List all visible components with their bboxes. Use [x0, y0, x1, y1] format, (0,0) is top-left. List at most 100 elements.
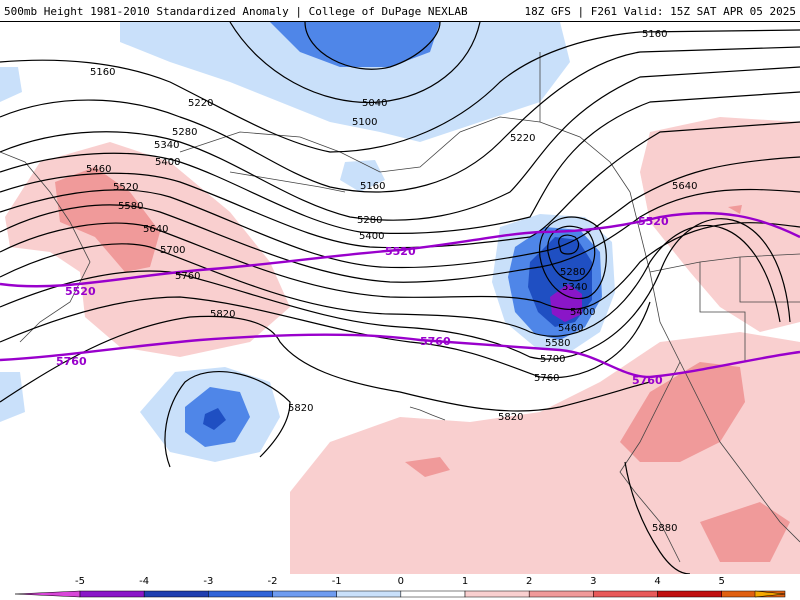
contour-5460: [0, 156, 800, 269]
negative-anomaly-fills: [0, 22, 615, 462]
colorbar-tick-label: -4: [139, 576, 149, 587]
contour-label: 5100: [352, 117, 377, 128]
contour-label: 5460: [86, 164, 111, 175]
colorbar-end-arrow: [754, 590, 786, 598]
contour-5880: [624, 461, 691, 574]
colorbar-swatch-group: [14, 590, 786, 598]
colorbar-tick-label: 1: [462, 576, 468, 587]
pos-anomaly-mid-small: [728, 205, 742, 214]
contour-low-ring-1: [547, 225, 596, 282]
highlight-label: 5520: [638, 215, 669, 228]
contour-5640: [0, 225, 781, 337]
colorbar-tick-label: 3: [590, 576, 596, 587]
pos-anomaly-mid-hawaii: [405, 457, 450, 477]
contour-label: 5160: [360, 181, 385, 192]
highlight-label: 5760: [56, 355, 87, 368]
neg-anomaly-light-north: [120, 22, 570, 142]
contour-label: 5400: [155, 157, 180, 168]
colorbar-swatch: [400, 590, 466, 598]
contour-label: 5760: [534, 373, 559, 384]
contour-label: 5820: [210, 309, 235, 320]
neg-anomaly-deep-subtropical: [203, 408, 226, 430]
contour-label: 5460: [558, 323, 583, 334]
pos-anomaly-mid-california: [620, 362, 745, 462]
contour-label: 5640: [672, 181, 697, 192]
neg-anomaly-light-left: [0, 67, 22, 102]
colorbar-swatch: [208, 590, 273, 598]
contour-label: 5700: [160, 245, 185, 256]
border-canada-us: [649, 253, 800, 273]
pos-anomaly-mid-asia: [55, 167, 160, 272]
colorbar-swatch: [336, 590, 402, 598]
colorbar: -5 -4 -3 -2 -1 0 1 2 3 4 5: [14, 576, 786, 598]
coast-asia: [0, 151, 91, 343]
coast-aleutians: [229, 171, 346, 193]
highlight-contour-5760: [0, 333, 800, 379]
colorbar-tick-label: -5: [75, 576, 85, 587]
contour-low-inner: [558, 234, 580, 255]
colorbar-swatch: [14, 590, 81, 598]
border-states: [699, 257, 800, 362]
valid-time: 18Z GFS | F261 Valid: 15Z SAT APR 05 202…: [524, 5, 796, 18]
colorbar-tick-label: -2: [268, 576, 278, 587]
contour-5100: [229, 22, 481, 104]
contour-5760: [0, 296, 651, 379]
colorbar-swatch: [528, 590, 594, 598]
contour-label: 5340: [154, 140, 179, 151]
coast-alaska: [179, 116, 631, 193]
contour-5700: [0, 218, 791, 360]
contour-label: 5280: [560, 267, 585, 278]
colorbar-swatch: [79, 590, 145, 598]
contour-label: 5220: [510, 133, 535, 144]
highlight-label: 5520: [65, 285, 96, 298]
contour-label: 5280: [357, 215, 382, 226]
colorbar-tick-label: -3: [203, 576, 213, 587]
contour-label: 5640: [143, 224, 168, 235]
colorbar-tick-group: -5 -4 -3 -2 -1 0 1 2 3 4 5: [75, 576, 725, 587]
contour-label: 5400: [359, 231, 384, 242]
coastlines: [0, 52, 800, 563]
highlight-label: 5520: [385, 245, 416, 258]
contour-label: 5220: [188, 98, 213, 109]
highlight-contour-5520: [0, 211, 800, 288]
coast-baja: [619, 361, 681, 563]
contour-label: 5340: [562, 282, 587, 293]
map-title: 500mb Height 1981-2010 Standardized Anom…: [4, 5, 468, 18]
contour-low-ring-2: [539, 216, 607, 300]
colorbar-tick-label: -1: [332, 576, 342, 587]
colorbar-swatch: [272, 590, 337, 598]
contour-label: 5160: [90, 67, 115, 78]
colorbar-tick-label: 2: [526, 576, 532, 587]
contour-label: 5520: [113, 182, 138, 193]
contour-label: 5400: [570, 307, 595, 318]
height-contours: [0, 22, 800, 574]
coast-west-namerica: [629, 191, 800, 543]
pos-anomaly-mid-mexico: [700, 502, 790, 562]
contour-5520: [0, 188, 800, 283]
highlight-label: 5760: [420, 335, 451, 348]
anomaly-map: 5160 5040 5100 5160 5220 5220 5280 5340 …: [0, 22, 800, 574]
colorbar-tick-label: 5: [719, 576, 725, 587]
contour-5400: [0, 121, 800, 249]
neg-anomaly-core-trough: [550, 284, 582, 322]
contour-label: 5280: [172, 127, 197, 138]
coast-hawaii: [409, 406, 446, 421]
contour-label: 5160: [642, 29, 667, 40]
contour-label: 5760: [175, 271, 200, 282]
contour-5340: [0, 91, 800, 234]
contour-label: 5580: [118, 201, 143, 212]
neg-anomaly-light-lowleft: [0, 372, 25, 422]
highlight-contours: [0, 211, 800, 379]
contour-label: 5700: [540, 354, 565, 365]
highlight-label-group: 5520 5520 5520 5760 5760 5760: [56, 215, 669, 387]
colorbar-tick-label: 4: [654, 576, 660, 587]
contour-label: 5580: [545, 338, 570, 349]
contour-label: 5820: [498, 412, 523, 423]
highlight-label: 5760: [632, 374, 663, 387]
contour-5160: [0, 29, 800, 153]
contour-5820: [0, 315, 651, 468]
contour-label: 5040: [362, 98, 387, 109]
contour-label-group: 5160 5040 5100 5160 5220 5220 5280 5340 …: [86, 29, 697, 534]
colorbar-swatch: [593, 590, 658, 598]
neg-anomaly-mid-north: [270, 22, 440, 67]
